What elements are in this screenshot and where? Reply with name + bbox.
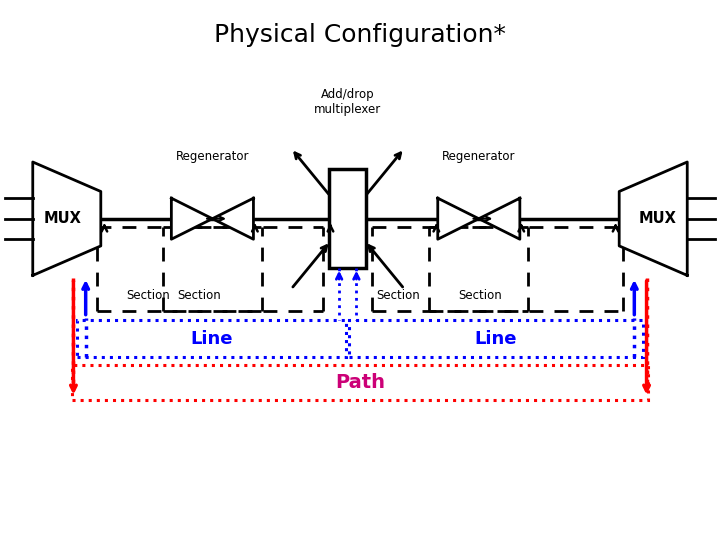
Text: MUX: MUX (44, 211, 81, 226)
Bar (72, 365, 648, 400)
Text: Section: Section (177, 289, 221, 302)
Polygon shape (171, 198, 212, 239)
Polygon shape (438, 198, 479, 239)
Text: Regenerator: Regenerator (442, 150, 516, 163)
Text: Physical Configuration*: Physical Configuration* (214, 23, 506, 47)
Polygon shape (212, 198, 253, 239)
Text: Section: Section (458, 289, 502, 302)
Text: Line: Line (474, 329, 518, 348)
Text: Add/drop
multiplexer: Add/drop multiplexer (314, 87, 382, 116)
Text: Line: Line (190, 329, 233, 348)
Text: Section: Section (126, 289, 170, 302)
Text: MUX: MUX (639, 211, 676, 226)
Text: Regenerator: Regenerator (176, 150, 249, 163)
Polygon shape (479, 198, 520, 239)
Polygon shape (619, 162, 687, 275)
Text: Path: Path (335, 373, 385, 392)
Bar (349, 320, 643, 357)
Text: Section: Section (376, 289, 420, 302)
Bar (329, 169, 366, 268)
Bar (77, 320, 346, 357)
Polygon shape (33, 162, 101, 275)
